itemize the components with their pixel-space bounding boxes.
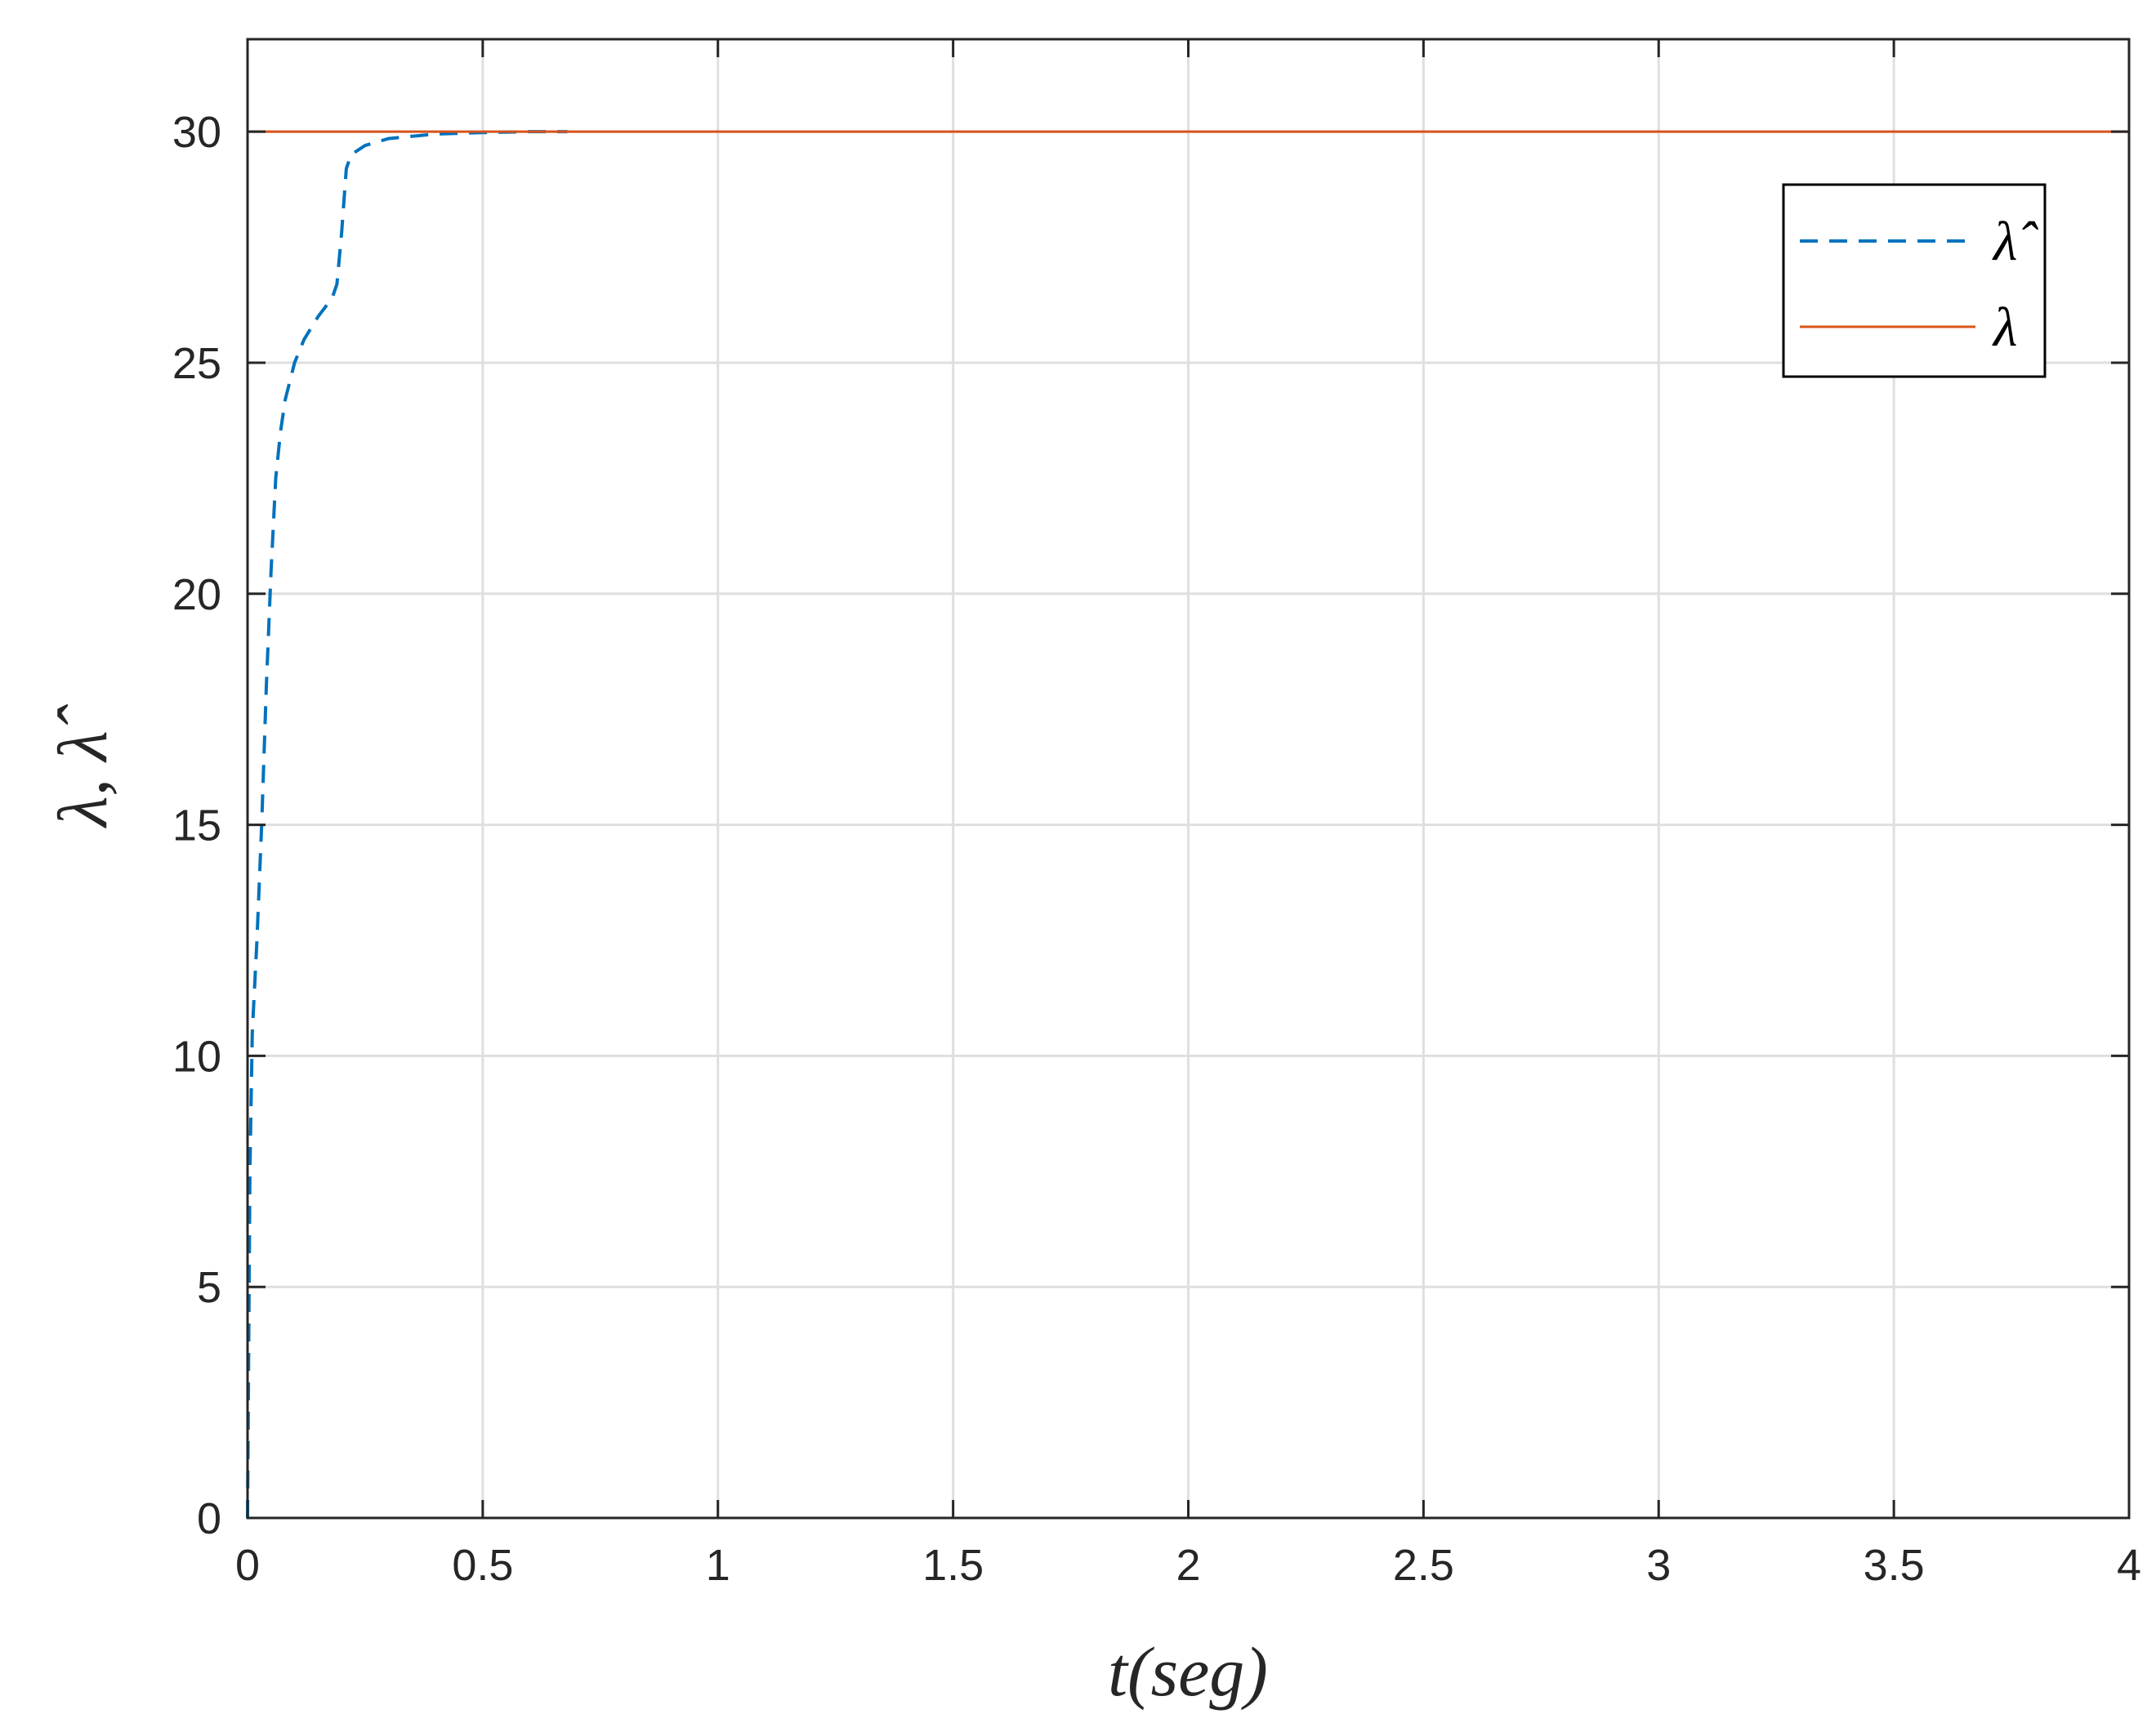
tick-marks [246, 39, 2131, 1520]
y-tick-label: 15 [172, 801, 221, 850]
x-tick-label: 3 [1646, 1541, 1671, 1590]
y-tick-label: 0 [197, 1494, 221, 1543]
x-tick-label: 0 [235, 1541, 260, 1590]
y-tick-label: 30 [172, 108, 221, 157]
legend: λ̂ λ [1782, 183, 2047, 378]
x-tick-label: 1 [706, 1541, 730, 1590]
y-tick-label: 5 [197, 1263, 221, 1312]
x-axis-label: t(seg) [1108, 1632, 1268, 1711]
y-tick-label: 10 [172, 1032, 221, 1081]
x-tick-label: 1.5 [922, 1541, 984, 1590]
x-tick-label: 4 [2117, 1541, 2141, 1590]
y-tick-labels: 0 5 10 15 20 25 30 [172, 108, 221, 1543]
legend-box [1782, 183, 2047, 378]
x-tick-label: 2.5 [1393, 1541, 1454, 1590]
y-tick-label: 20 [172, 570, 221, 619]
y-tick-label: 25 [172, 339, 221, 388]
x-tick-label: 2 [1176, 1541, 1200, 1590]
legend-label-true-value: λ [1992, 296, 2017, 358]
x-tick-label: 0.5 [452, 1541, 513, 1590]
x-tick-labels: 0 0.5 1 1.5 2 2.5 3 3.5 4 [235, 1541, 2141, 1590]
x-tick-label: 3.5 [1864, 1541, 1925, 1590]
